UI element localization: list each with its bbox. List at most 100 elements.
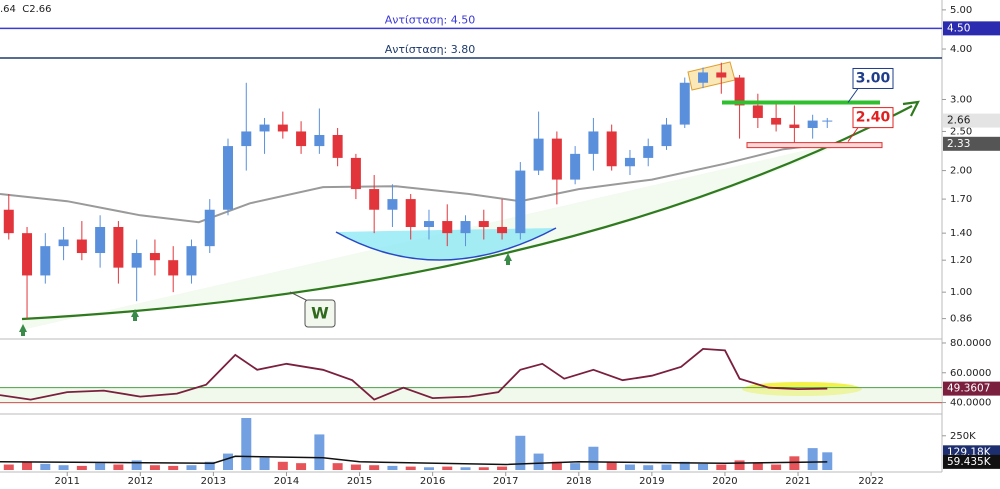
candle-body bbox=[460, 221, 471, 234]
volume-bar bbox=[332, 463, 343, 470]
volume-bar bbox=[22, 461, 33, 470]
y-tick-label: 1.70 bbox=[950, 194, 972, 205]
x-tick-label: 2012 bbox=[128, 476, 153, 487]
candle-body bbox=[76, 239, 87, 254]
volume-bar bbox=[624, 464, 635, 470]
volume-bar bbox=[314, 434, 325, 470]
arrow-up bbox=[131, 309, 139, 321]
candle-body bbox=[168, 260, 179, 276]
candle-body bbox=[259, 124, 270, 132]
x-tick-label: 2022 bbox=[858, 476, 883, 487]
candle-body bbox=[277, 124, 288, 132]
axis-tag bbox=[943, 113, 1000, 128]
candle-body bbox=[131, 253, 142, 268]
arrow-up bbox=[504, 253, 512, 265]
candle-body bbox=[113, 226, 124, 268]
axis-tag-label: 49.3607 bbox=[947, 383, 990, 395]
y-tick-label: 0.86 bbox=[950, 314, 972, 325]
candle-body bbox=[296, 131, 307, 147]
volume-bar bbox=[771, 464, 782, 470]
volume-bar bbox=[588, 446, 599, 470]
axis-tag bbox=[943, 381, 1000, 396]
level-label: 3.00 bbox=[856, 70, 891, 86]
level-pointer bbox=[847, 88, 859, 103]
volume-bar bbox=[423, 467, 434, 470]
y-tick-label: 5.00 bbox=[950, 5, 972, 16]
level-pointer bbox=[847, 127, 859, 142]
candle-body bbox=[716, 72, 727, 78]
volume-bar bbox=[350, 464, 361, 470]
y-tick-label: 2.00 bbox=[950, 166, 972, 177]
volume-bar bbox=[241, 418, 252, 470]
volume-bar bbox=[551, 461, 562, 470]
pattern-box bbox=[304, 299, 336, 328]
volume-bar bbox=[131, 460, 142, 470]
decorations bbox=[0, 0, 943, 473]
level-zone bbox=[746, 142, 883, 149]
volume-bar bbox=[168, 465, 179, 470]
arrow-up bbox=[19, 324, 27, 336]
axis-tag bbox=[943, 136, 1000, 151]
axis-tag-label: 59.435K bbox=[947, 456, 992, 468]
x-tick-label: 2020 bbox=[712, 476, 737, 487]
volume-bar bbox=[460, 467, 471, 470]
y-tick-label: 4.00 bbox=[950, 44, 972, 55]
x-tick-label: 2015 bbox=[347, 476, 372, 487]
candle-body bbox=[332, 134, 343, 158]
candle-body bbox=[387, 199, 398, 210]
x-tick-label: 2011 bbox=[55, 476, 80, 487]
axis-tag bbox=[943, 454, 1000, 469]
x-tick-label: 2014 bbox=[274, 476, 299, 487]
y-tick-label: 2.50 bbox=[950, 126, 972, 137]
header: .64 C2.66 bbox=[0, 4, 52, 15]
candle-body bbox=[789, 124, 800, 128]
candle-body bbox=[22, 233, 33, 276]
volume-bar bbox=[807, 448, 818, 470]
line-series bbox=[0, 347, 828, 401]
pattern-label: W bbox=[311, 304, 329, 323]
flag-box bbox=[687, 61, 736, 91]
candle-body bbox=[606, 131, 617, 167]
volume-bar bbox=[752, 463, 763, 470]
candle-body bbox=[405, 199, 416, 227]
candle-body bbox=[551, 138, 562, 180]
volume-bar bbox=[497, 466, 508, 470]
y-tick-label: 1.20 bbox=[950, 255, 972, 266]
x-tick-label: 2018 bbox=[566, 476, 591, 487]
candle-body bbox=[661, 124, 672, 147]
y-tick-label: 60.0000 bbox=[950, 368, 991, 379]
cup-curve bbox=[335, 227, 557, 261]
volume-bar bbox=[95, 463, 106, 470]
volume-bar bbox=[149, 465, 160, 470]
volume-bar bbox=[478, 467, 489, 470]
volume-bar bbox=[515, 435, 526, 470]
y-tick-label: 3.00 bbox=[950, 94, 972, 105]
candle-body bbox=[369, 189, 380, 210]
trendline bbox=[21, 105, 913, 321]
candle-body bbox=[204, 209, 215, 247]
volume-bar bbox=[3, 464, 14, 470]
level-box bbox=[852, 67, 894, 89]
candle-body bbox=[533, 138, 544, 171]
axis-tag-label: 2.33 bbox=[947, 138, 970, 150]
volume-average bbox=[0, 455, 828, 466]
cup-fill bbox=[336, 228, 556, 261]
x-tick-label: 2017 bbox=[493, 476, 518, 487]
candle-body bbox=[497, 226, 508, 234]
volume-bar bbox=[223, 453, 234, 470]
trend-arrow bbox=[902, 100, 920, 117]
candle-body bbox=[588, 131, 599, 154]
candle-body bbox=[186, 246, 197, 276]
candle-body bbox=[515, 170, 526, 234]
axis-tag bbox=[943, 21, 1000, 36]
candle-body bbox=[95, 226, 106, 254]
volume-bar bbox=[40, 463, 51, 470]
candle-body bbox=[442, 221, 453, 234]
volume-bar bbox=[186, 465, 197, 470]
y-tick-label: 250K bbox=[950, 431, 976, 442]
y-tick-label: 1.00 bbox=[950, 287, 972, 298]
volume-bar bbox=[259, 457, 270, 470]
resistance-label: Αντίσταση: 4.50 bbox=[385, 13, 476, 26]
y-tick-label: 40.0000 bbox=[950, 398, 991, 409]
